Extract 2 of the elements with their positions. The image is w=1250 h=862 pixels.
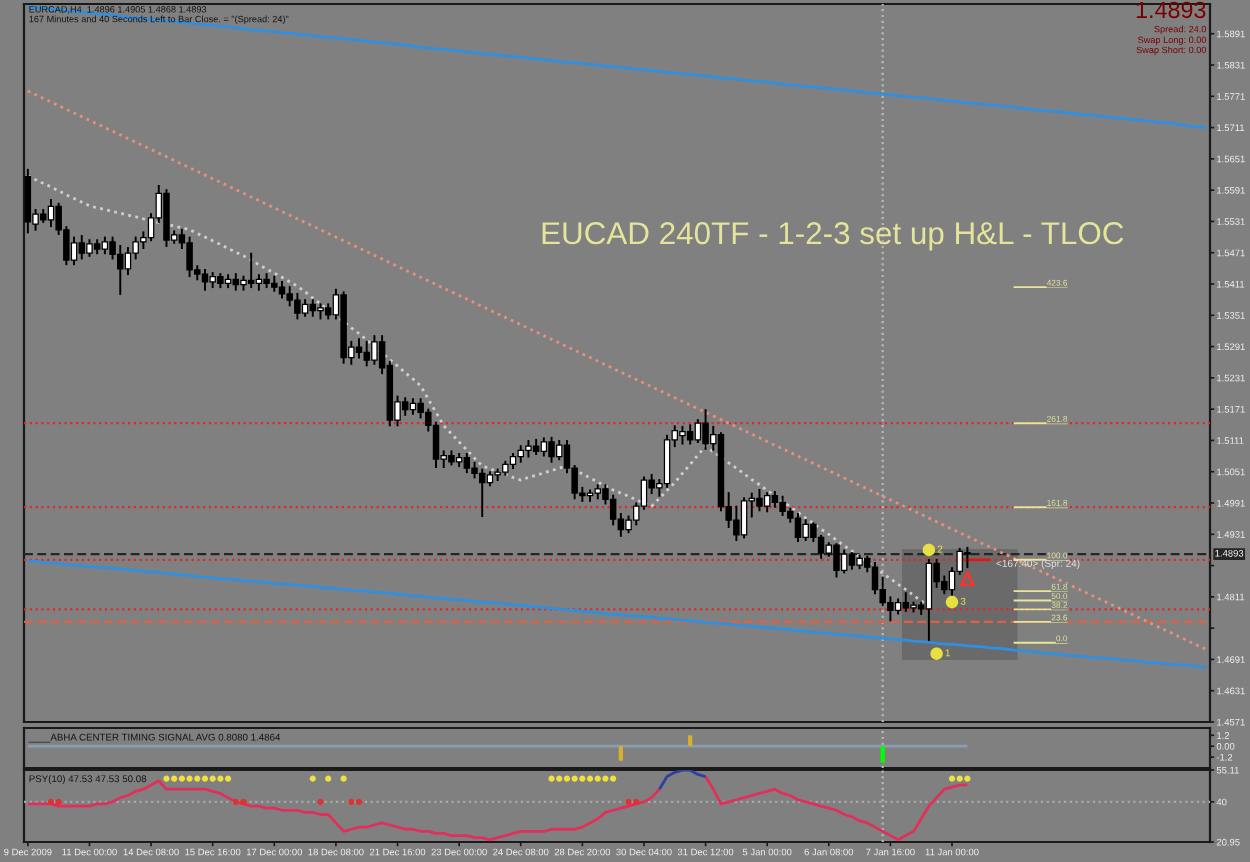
annotation: 1.4893 (1136, 1, 1206, 19)
text: EUCAD 240TF - 1-2-3 set up H&L - TLOC (542, 222, 1124, 251)
